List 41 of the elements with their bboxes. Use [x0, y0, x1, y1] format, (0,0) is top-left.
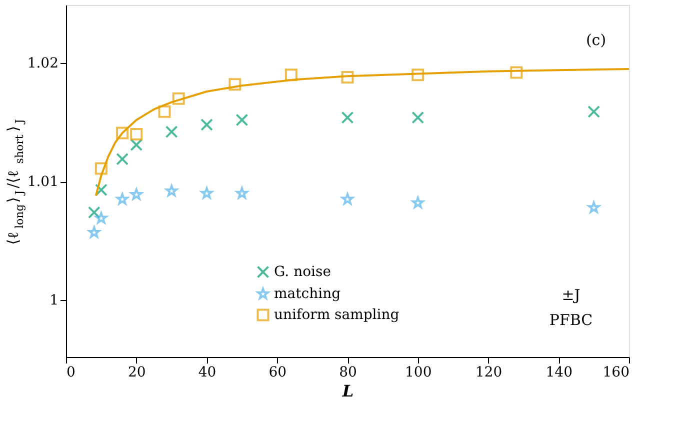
legend-label: matching	[274, 286, 341, 302]
y-tick-label: 1	[50, 292, 58, 309]
point	[88, 206, 100, 219]
point	[236, 114, 248, 126]
point	[341, 111, 354, 124]
x-tick-label: 80	[339, 364, 357, 380]
point	[588, 105, 600, 118]
point	[510, 66, 523, 79]
x-tick-label: 20	[128, 364, 146, 380]
x-axis-title: L	[341, 382, 354, 400]
y-tick-label: 1.01	[27, 174, 58, 190]
annotation: ±J	[562, 286, 580, 304]
x-tick-label: 60	[268, 364, 287, 380]
point	[116, 126, 129, 140]
point	[412, 68, 424, 82]
point	[412, 111, 424, 124]
x-tick-label: 100	[405, 364, 432, 380]
point	[94, 184, 108, 196]
point	[172, 92, 185, 105]
point	[116, 152, 129, 166]
point	[165, 126, 178, 138]
point	[158, 105, 171, 118]
x-tick-label: 160	[602, 364, 630, 380]
point	[341, 71, 354, 84]
line-series	[94, 68, 630, 197]
annotation: PFBC	[549, 311, 593, 329]
y-tick-label: 1.02	[27, 56, 58, 72]
point	[94, 162, 108, 175]
point	[130, 128, 143, 140]
legend-label: G. noise	[274, 264, 331, 280]
point	[284, 68, 298, 82]
y-axis-title: ⟨ℓlong⟩J/⟨ℓshort⟩J	[4, 119, 26, 245]
x-tick-label: 0	[66, 364, 76, 380]
point	[228, 78, 242, 91]
x-tick-label: 40	[198, 364, 216, 380]
legend-label: uniform sampling	[274, 307, 400, 323]
x-tick-label: 140	[546, 364, 572, 380]
annotation: (c)	[586, 31, 606, 49]
point	[130, 138, 143, 152]
point	[200, 118, 213, 131]
x-tick-label: 120	[475, 364, 502, 380]
